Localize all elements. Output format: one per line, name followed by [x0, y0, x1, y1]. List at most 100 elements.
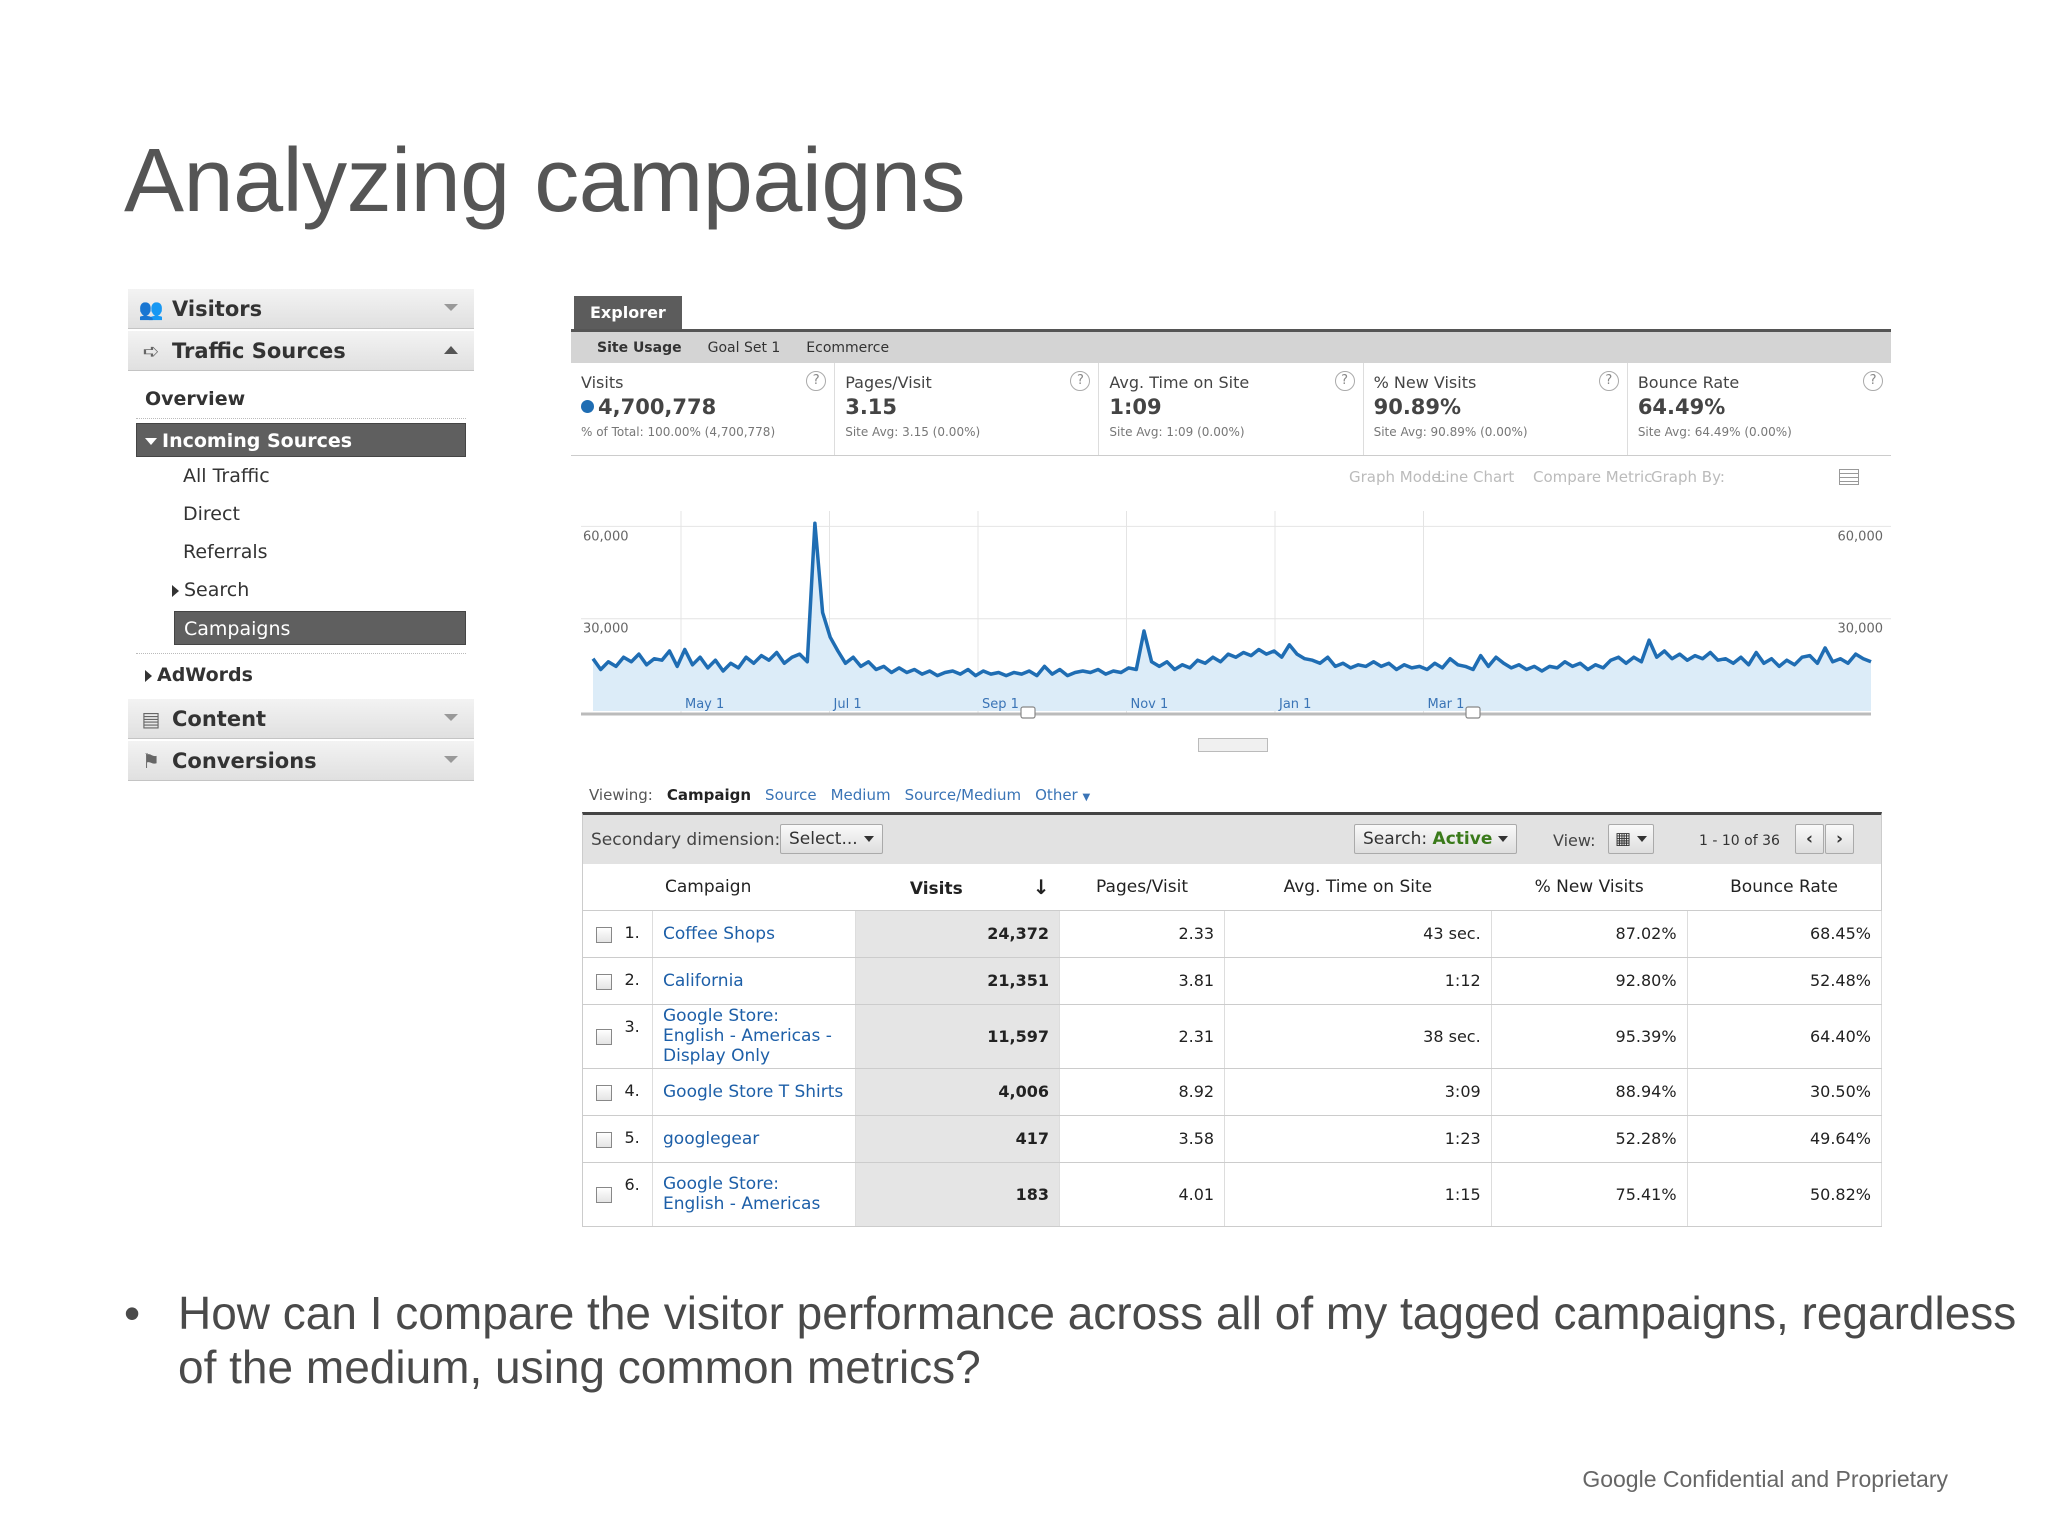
campaign-table: Campaign Visits ↓ Pages/Visit Avg. Time o… — [582, 864, 1883, 1227]
checkbox[interactable] — [595, 1187, 612, 1203]
triangle-right-icon — [172, 584, 179, 597]
metric-value: 64.49% — [1637, 395, 1726, 419]
chevron-down-icon — [1637, 836, 1648, 842]
row-number: 1. — [624, 910, 653, 958]
campaign-link[interactable]: California — [652, 957, 856, 1005]
viewing-link-medium[interactable]: Medium — [830, 786, 891, 804]
chevron-up-icon — [444, 346, 458, 354]
metric-new-visits[interactable]: % New Visits 90.89% Site Avg: 90.89% (0.… — [1364, 363, 1628, 455]
viewing-link-source[interactable]: Source — [765, 786, 817, 804]
help-icon[interactable]: ? — [806, 371, 827, 391]
campaign-link[interactable]: Google Store: English - Americas — [652, 1162, 856, 1227]
checkbox[interactable] — [595, 973, 612, 990]
sidebar-item-overview[interactable]: Overview — [136, 379, 466, 419]
sidebar-section-label: Content — [172, 706, 267, 731]
sidebar-section-content[interactable]: ▤ Content — [128, 699, 474, 739]
table-row: 6. Google Store: English - Americas 183 … — [582, 1162, 1883, 1227]
compare-metric-link[interactable]: Compare Metric — [1533, 468, 1653, 486]
traffic-sources-icon: ➪ — [142, 338, 160, 363]
secondary-dimension-select[interactable]: Select... — [780, 824, 883, 854]
cell-visits: 4,006 — [855, 1068, 1060, 1116]
sidebar-item-adwords[interactable]: AdWords — [136, 653, 466, 695]
sidebar-item-referrals[interactable]: Referrals — [183, 541, 268, 563]
viewing-bar: Viewing: Campaign Source Medium Source/M… — [589, 786, 1090, 804]
metric-bounce-rate[interactable]: Bounce Rate 64.49% Site Avg: 64.49% (0.0… — [1628, 363, 1891, 455]
sidebar-item-label: Search — [184, 579, 250, 601]
cell-pages: 8.92 — [1059, 1068, 1226, 1116]
tab-ecommerce[interactable]: Ecommerce — [806, 339, 890, 356]
bullet-point: • How can I compare the visitor performa… — [124, 1286, 2038, 1394]
chevron-down-icon — [444, 304, 458, 311]
cell-bounce: 30.50% — [1687, 1068, 1883, 1116]
row-checkbox[interactable] — [582, 910, 625, 958]
row-checkbox[interactable] — [582, 1115, 625, 1163]
cell-bounce: 64.40% — [1687, 1004, 1883, 1069]
row-checkbox[interactable] — [582, 1004, 625, 1069]
metric-name: Avg. Time on Site — [1109, 373, 1250, 392]
x-tick-label: Jul 1 — [833, 697, 862, 712]
metric-pages-visit[interactable]: Pages/Visit 3.15 Site Avg: 3.15 (0.00%) … — [835, 363, 1100, 455]
visits-chart-svg: 60,000 30,000 60,000 30,000 May 1 Jul 1 Sep 1 N… — [581, 511, 1891, 719]
help-icon[interactable]: ? — [1863, 371, 1884, 391]
graph-by-icon[interactable] — [1839, 469, 1859, 485]
viewing-link-other[interactable]: Other ▼ — [1035, 786, 1090, 804]
checkbox[interactable] — [595, 1131, 612, 1148]
campaign-link[interactable]: Google Store: English - Americas - Displ… — [652, 1004, 856, 1069]
sidebar-item-direct[interactable]: Direct — [183, 503, 240, 525]
help-icon[interactable]: ? — [1334, 371, 1355, 391]
row-checkbox[interactable] — [582, 1068, 625, 1116]
col-avg-time[interactable]: Avg. Time on Site — [1224, 864, 1492, 911]
chart-range-handle[interactable] — [1198, 738, 1268, 752]
table-row: 5. googlegear 417 3.58 1:23 52.28% 49.64… — [582, 1115, 1883, 1163]
sidebar-section-conversions[interactable]: ⚑ Conversions — [128, 741, 474, 781]
col-bounce-rate[interactable]: Bounce Rate — [1687, 864, 1882, 911]
tab-site-usage[interactable]: Site Usage — [597, 339, 682, 356]
sidebar-item-campaigns[interactable]: Campaigns — [174, 611, 466, 645]
graph-mode-value[interactable]: Line Chart — [1437, 468, 1515, 486]
col-campaign[interactable]: Campaign — [582, 864, 856, 911]
checkbox[interactable] — [595, 1084, 612, 1101]
triangle-down-icon — [145, 438, 157, 445]
tab-goal-set-1[interactable]: Goal Set 1 — [707, 339, 781, 356]
campaign-link[interactable]: Google Store T Shirts — [652, 1068, 856, 1116]
metric-summary: Visits 4,700,778 % of Total: 100.00% (4,… — [571, 363, 1891, 456]
next-page-button[interactable]: › — [1825, 824, 1855, 854]
y-tick-label: 60,000 — [583, 529, 629, 544]
sidebar-item-incoming-sources[interactable]: Incoming Sources — [136, 423, 466, 457]
tab-explorer[interactable]: Explorer — [574, 296, 682, 330]
bullet-dot-icon: • — [124, 1287, 141, 1339]
sidebar-section-traffic-sources[interactable]: ➪ Traffic Sources — [128, 331, 474, 371]
campaign-link[interactable]: googlegear — [652, 1115, 856, 1163]
sidebar-item-search[interactable]: Search — [136, 571, 466, 609]
content-icon: ▤ — [141, 706, 161, 731]
help-icon[interactable]: ? — [1070, 371, 1091, 391]
prev-page-button[interactable]: ‹ — [1795, 824, 1825, 854]
sidebar-section-label: Visitors — [172, 296, 263, 321]
chevron-down-icon — [444, 756, 458, 763]
select-label: Select... — [789, 829, 858, 849]
checkbox[interactable] — [595, 926, 612, 943]
col-visits[interactable]: Visits ↓ — [855, 864, 1060, 911]
cell-pages: 4.01 — [1059, 1162, 1226, 1227]
col-pages-visit[interactable]: Pages/Visit — [1059, 864, 1225, 911]
campaign-link[interactable]: Coffee Shops — [652, 910, 856, 958]
annotation-icon — [1465, 706, 1481, 719]
help-icon[interactable]: ? — [1598, 371, 1619, 391]
view-toggle-button[interactable]: ▦ — [1608, 824, 1655, 854]
row-checkbox[interactable] — [582, 957, 625, 1005]
cell-pages: 3.58 — [1059, 1115, 1226, 1163]
chevron-down-icon — [444, 714, 458, 721]
row-number: 6. — [624, 1162, 653, 1227]
col-new-visits[interactable]: % New Visits — [1491, 864, 1688, 911]
viewing-link-source-medium[interactable]: Source/Medium — [904, 786, 1022, 804]
row-checkbox[interactable] — [582, 1162, 625, 1227]
chevron-down-icon — [863, 836, 874, 842]
sidebar-section-visitors[interactable]: 👥 Visitors — [128, 289, 474, 329]
checkbox[interactable] — [595, 1029, 612, 1045]
sidebar-item-all-traffic[interactable]: All Traffic — [183, 465, 270, 487]
metric-visits[interactable]: Visits 4,700,778 % of Total: 100.00% (4,… — [571, 363, 836, 455]
search-filter-button[interactable]: Search: Active — [1354, 824, 1518, 854]
metric-value-text: 4,700,778 — [598, 395, 717, 419]
y-tick-label: 60,000 — [1838, 529, 1884, 544]
metric-avg-time[interactable]: Avg. Time on Site 1:09 Site Avg: 1:09 (0… — [1099, 363, 1364, 455]
